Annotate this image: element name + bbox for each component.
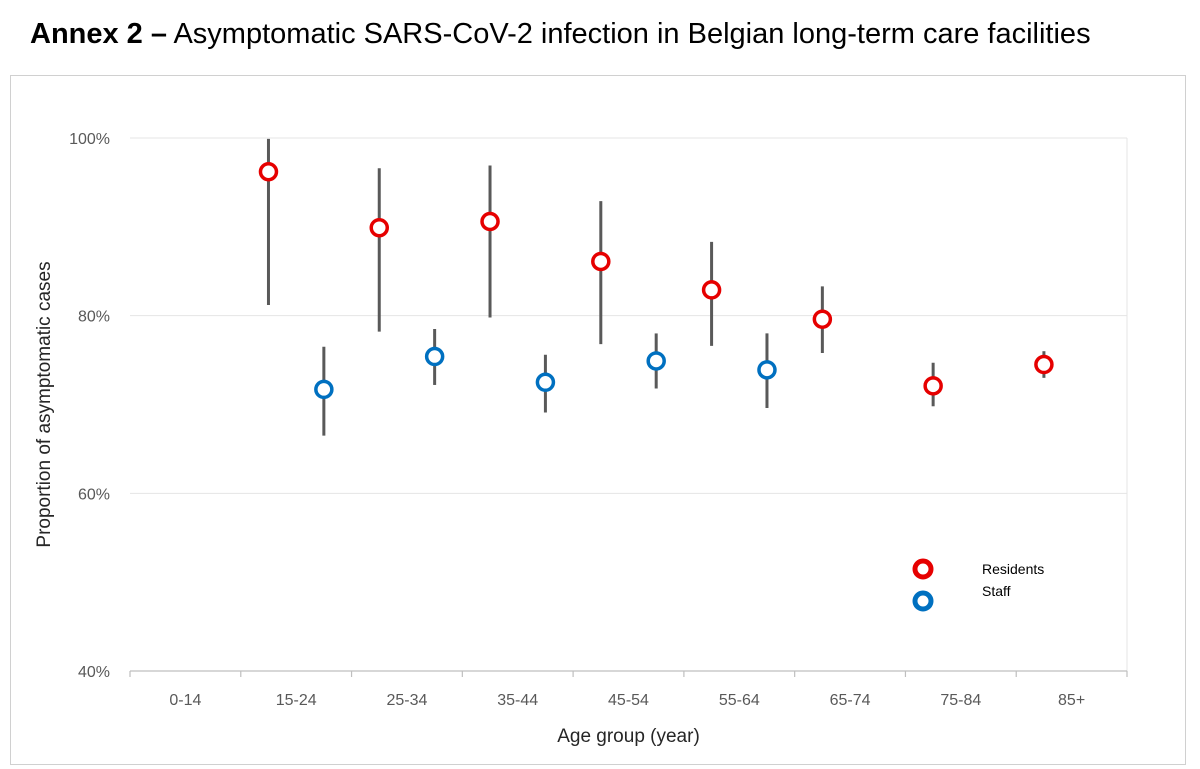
x-tick-label: 0-14 xyxy=(169,692,201,709)
data-point xyxy=(1034,354,1054,375)
y-axis-title: Proportion of asymptomatic cases xyxy=(34,261,55,547)
x-axis-title: Age group (year) xyxy=(557,726,700,747)
data-point xyxy=(812,309,833,329)
x-tick-label: 85+ xyxy=(1058,692,1085,709)
y-tick-label: 40% xyxy=(78,664,110,681)
x-tick-label: 15-24 xyxy=(276,692,317,709)
chart-heading: Annex 2 – Asymptomatic SARS-CoV-2 infect… xyxy=(30,18,1091,51)
data-point xyxy=(369,217,389,238)
legend: Residents Staff xyxy=(912,558,1044,612)
x-tick-label: 65-74 xyxy=(830,692,871,709)
data-point xyxy=(424,346,445,367)
y-tick-label: 100% xyxy=(69,131,110,148)
x-tick-label: 75-84 xyxy=(940,692,981,709)
legend-label: Staff xyxy=(982,583,1011,599)
gridlines xyxy=(130,137,1128,671)
chart-frame xyxy=(10,75,1186,765)
x-tick-label: 25-34 xyxy=(386,692,427,709)
data-point xyxy=(314,379,334,400)
x-axis: 0-14 15-24 25-34 35-44 45-54 55-64 65-74 75-84 8… xyxy=(129,670,1128,709)
data-point xyxy=(480,211,500,232)
data-point xyxy=(258,162,279,182)
data-point xyxy=(591,251,611,272)
heading-annex: Annex 2 – xyxy=(30,18,167,50)
data-point xyxy=(923,376,943,396)
legend-marker xyxy=(912,590,934,612)
y-tick-label: 60% xyxy=(78,486,110,503)
y-tick-label: 80% xyxy=(78,309,110,326)
data-point xyxy=(646,351,666,371)
legend-label: Residents xyxy=(982,561,1044,577)
data-point xyxy=(701,280,722,300)
data-point xyxy=(535,372,556,393)
data-point xyxy=(757,360,777,380)
x-tick-label: 45-54 xyxy=(608,692,649,709)
x-tick-label: 55-64 xyxy=(719,692,760,709)
x-tick-label: 35-44 xyxy=(497,692,538,709)
data-points xyxy=(258,162,1054,400)
y-axis-ticks: 40% 60% 80% 100% xyxy=(69,131,110,681)
legend-marker xyxy=(912,558,934,580)
heading-title: Asymptomatic SARS-CoV-2 infection in Bel… xyxy=(173,18,1091,50)
